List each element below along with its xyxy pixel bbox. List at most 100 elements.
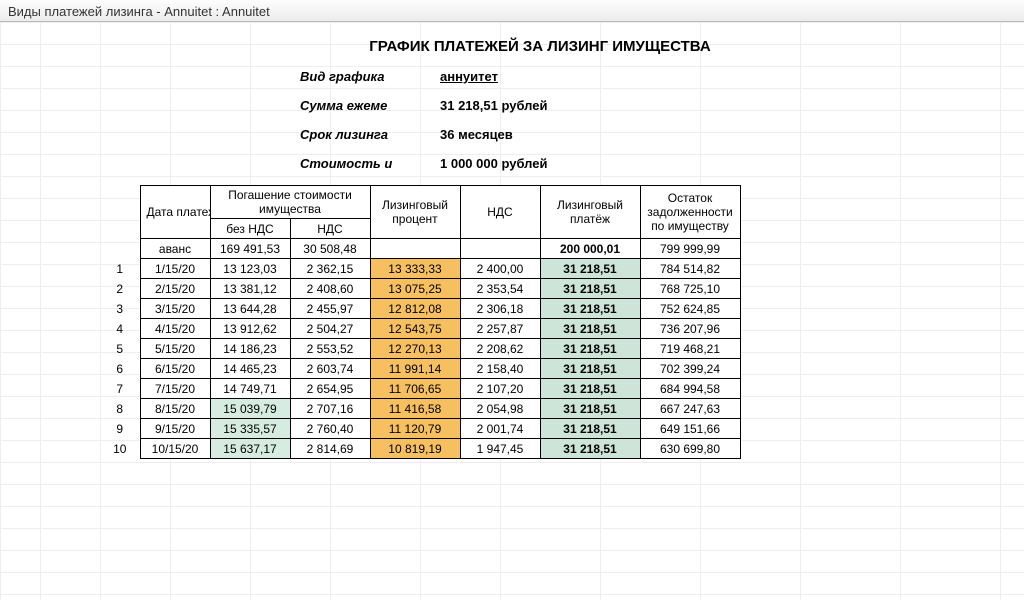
rownum: 9: [100, 419, 140, 439]
cell-vat: 2 603,74: [290, 359, 370, 379]
cell-date: 9/15/20: [140, 419, 210, 439]
rownum-blank: [100, 186, 140, 219]
cell-nds: 1 947,45: [460, 439, 540, 459]
cell-date: 7/15/20: [140, 379, 210, 399]
col-repayment: Погашение стоимости имущества: [210, 186, 370, 219]
rownum: 5: [100, 339, 140, 359]
rownum: 7: [100, 379, 140, 399]
cell-noVat: 13 381,12: [210, 279, 290, 299]
cell-pay: 31 218,51: [540, 419, 640, 439]
cell-nds: 2 306,18: [460, 299, 540, 319]
cell-vat: 2 553,52: [290, 339, 370, 359]
table-advance-row: аванс 169 491,53 30 508,48 200 000,01 79…: [100, 239, 740, 259]
cell-pay: 31 218,51: [540, 399, 640, 419]
table-row: 22/15/2013 381,122 408,6013 075,252 353,…: [100, 279, 740, 299]
cell-perc: 13 075,25: [370, 279, 460, 299]
cell-perc: 11 120,79: [370, 419, 460, 439]
cell-noVat: 13 123,03: [210, 259, 290, 279]
table-row: 88/15/2015 039,792 707,1611 416,582 054,…: [100, 399, 740, 419]
window-title: Виды платежей лизинга - Annuitet : Annui…: [8, 4, 270, 19]
cell-nds: 2 107,20: [460, 379, 540, 399]
cell-date: 8/15/20: [140, 399, 210, 419]
cell-perc: 11 416,58: [370, 399, 460, 419]
cell-perc: 12 543,75: [370, 319, 460, 339]
cell-vat: 2 707,16: [290, 399, 370, 419]
table-row: 1010/15/2015 637,172 814,6910 819,191 94…: [100, 439, 740, 459]
rownum: 8: [100, 399, 140, 419]
cell-date: 2/15/20: [140, 279, 210, 299]
rownum: 3: [100, 299, 140, 319]
col-date: Дата платежа: [140, 186, 210, 239]
cell-perc: 11 991,14: [370, 359, 460, 379]
cell-noVat: 15 039,79: [210, 399, 290, 419]
cell-date: 5/15/20: [140, 339, 210, 359]
cell-perc: 11 706,65: [370, 379, 460, 399]
cell-pay: 31 218,51: [540, 359, 640, 379]
cell-nds: 2 054,98: [460, 399, 540, 419]
cell-pay: 31 218,51: [540, 339, 640, 359]
cell-rem: 667 247,63: [640, 399, 740, 419]
cell-noVat: 13 644,28: [210, 299, 290, 319]
cell-nds: 2 400,00: [460, 259, 540, 279]
spreadsheet-viewport[interactable]: ГРАФИК ПЛАТЕЖЕЙ ЗА ЛИЗИНГ ИМУЩЕСТВА Вид …: [0, 22, 1024, 600]
rownum-blank: [100, 219, 140, 239]
cell-nds: 2 158,40: [460, 359, 540, 379]
cell-pay: 31 218,51: [540, 259, 640, 279]
cell-noVat: 13 912,62: [210, 319, 290, 339]
col-novat: без НДС: [210, 219, 290, 239]
cell-perc: 12 270,13: [370, 339, 460, 359]
param-label-type: Вид графика: [300, 69, 440, 84]
cell-rem: 768 725,10: [640, 279, 740, 299]
rownum: 4: [100, 319, 140, 339]
cell-rem: 784 514,82: [640, 259, 740, 279]
table-row: 33/15/2013 644,282 455,9712 812,082 306,…: [100, 299, 740, 319]
rownum: 2: [100, 279, 140, 299]
cell-rem: 684 994,58: [640, 379, 740, 399]
table-row: 66/15/2014 465,232 603,7411 991,142 158,…: [100, 359, 740, 379]
cell-vat: 2 814,69: [290, 439, 370, 459]
col-remainder: Остаток задолженности по имуществу: [640, 186, 740, 239]
cell-perc: 12 812,08: [370, 299, 460, 319]
advance-novat: 169 491,53: [210, 239, 290, 259]
cell-nds: 2 353,54: [460, 279, 540, 299]
cell-date: 4/15/20: [140, 319, 210, 339]
page-title: ГРАФИК ПЛАТЕЖЕЙ ЗА ЛИЗИНГ ИМУЩЕСТВА: [190, 38, 890, 55]
param-label-term: Срок лизинга: [300, 127, 440, 142]
cell-rem: 649 151,66: [640, 419, 740, 439]
cell-noVat: 15 637,17: [210, 439, 290, 459]
param-label-monthly: Сумма ежеме: [300, 98, 440, 113]
cell-noVat: 14 749,71: [210, 379, 290, 399]
cell-rem: 736 207,96: [640, 319, 740, 339]
col-payment: Лизинговый платёж: [540, 186, 640, 239]
table-row: 77/15/2014 749,712 654,9511 706,652 107,…: [100, 379, 740, 399]
advance-remainder: 799 999,99: [640, 239, 740, 259]
advance-nds: [460, 239, 540, 259]
param-value-monthly: 31 218,51 рублей: [440, 98, 547, 113]
cell-nds: 2 257,87: [460, 319, 540, 339]
table-row: 99/15/2015 335,572 760,4011 120,792 001,…: [100, 419, 740, 439]
cell-vat: 2 455,97: [290, 299, 370, 319]
advance-payment: 200 000,01: [540, 239, 640, 259]
cell-pay: 31 218,51: [540, 379, 640, 399]
param-row-monthly: Сумма ежеме 31 218,51 рублей: [300, 98, 1024, 113]
param-row-term: Срок лизинга 36 месяцев: [300, 127, 1024, 142]
param-value-term: 36 месяцев: [440, 127, 513, 142]
payment-schedule-table: Дата платежа Погашение стоимости имущест…: [100, 185, 741, 459]
cell-rem: 719 468,21: [640, 339, 740, 359]
param-value-type[interactable]: аннуитет: [440, 69, 498, 84]
cell-noVat: 14 465,23: [210, 359, 290, 379]
table-row: 44/15/2013 912,622 504,2712 543,752 257,…: [100, 319, 740, 339]
cell-vat: 2 504,27: [290, 319, 370, 339]
cell-vat: 2 362,15: [290, 259, 370, 279]
rownum-blank: [100, 239, 140, 259]
cell-rem: 630 699,80: [640, 439, 740, 459]
table-row: 11/15/2013 123,032 362,1513 333,332 400,…: [100, 259, 740, 279]
cell-date: 1/15/20: [140, 259, 210, 279]
cell-noVat: 15 335,57: [210, 419, 290, 439]
cell-noVat: 14 186,23: [210, 339, 290, 359]
cell-pay: 31 218,51: [540, 279, 640, 299]
cell-vat: 2 654,95: [290, 379, 370, 399]
rownum: 6: [100, 359, 140, 379]
param-row-cost: Стоимость и 1 000 000 рублей: [300, 156, 1024, 171]
cell-rem: 702 399,24: [640, 359, 740, 379]
